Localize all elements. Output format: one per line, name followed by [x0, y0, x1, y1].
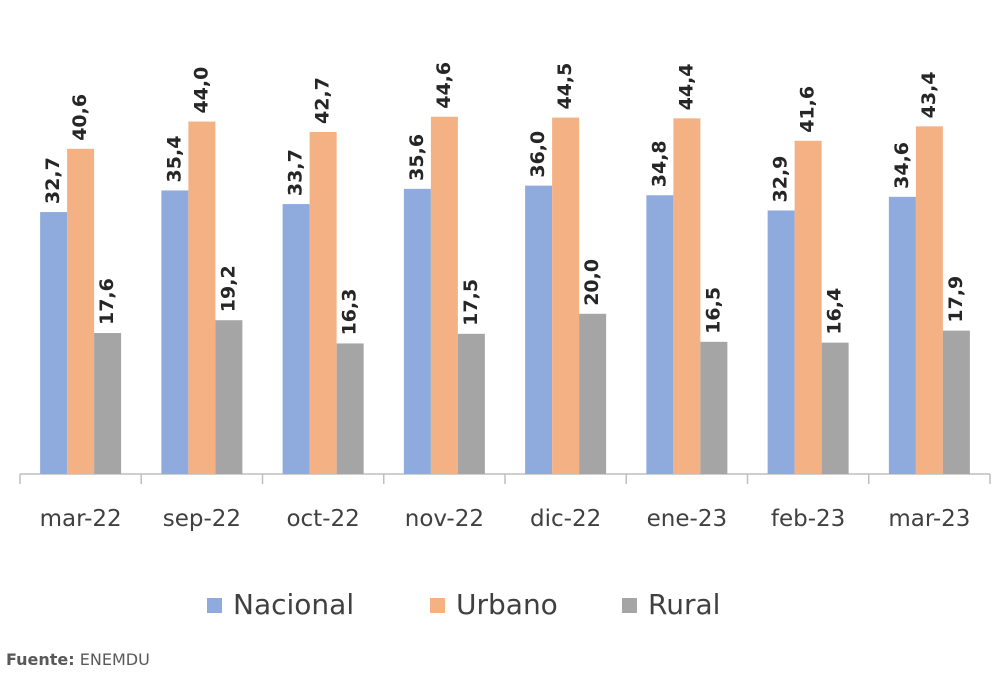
- legend-swatch: [430, 598, 445, 613]
- bar: [161, 190, 189, 475]
- x-tick-label: nov-22: [405, 506, 484, 532]
- x-tick-label: ene-23: [647, 506, 727, 532]
- bar: [525, 185, 553, 474]
- bar: [888, 196, 916, 474]
- value-label: 44,6: [433, 62, 455, 109]
- value-label: 34,8: [648, 140, 670, 187]
- bar: [309, 131, 337, 474]
- value-label: 44,5: [554, 63, 576, 110]
- value-label: 36,0: [527, 131, 549, 178]
- bar: [67, 148, 95, 474]
- x-tick-label: oct-22: [286, 506, 359, 532]
- value-label: 16,4: [824, 288, 846, 335]
- value-label: 44,0: [190, 67, 212, 114]
- legend-swatch: [207, 598, 222, 613]
- value-label: 34,6: [891, 142, 913, 189]
- source: Fuente: ENEMDU: [6, 650, 150, 669]
- legend-swatch: [622, 598, 637, 613]
- bar: [794, 140, 822, 474]
- value-label: 32,9: [770, 156, 792, 203]
- x-tick-label: mar-22: [40, 506, 122, 532]
- legend-label: Urbano: [456, 588, 558, 621]
- value-label: 19,2: [217, 265, 239, 312]
- source-label: Fuente:: [6, 650, 75, 669]
- bar: [646, 195, 674, 474]
- bar: [403, 188, 431, 474]
- bar: [673, 118, 701, 474]
- bar: [430, 116, 458, 474]
- value-label: 32,7: [42, 157, 64, 204]
- value-label: 17,6: [96, 278, 118, 325]
- bar: [336, 343, 364, 474]
- bar: [821, 342, 849, 474]
- value-label: 33,7: [285, 149, 307, 196]
- bar: [552, 117, 580, 475]
- bar: [188, 121, 216, 474]
- value-label: 44,4: [675, 63, 697, 110]
- value-label: 16,3: [339, 289, 361, 336]
- value-label: 20,0: [581, 259, 603, 306]
- bar: [767, 210, 795, 474]
- bar: [915, 126, 943, 474]
- bar: [457, 333, 485, 474]
- bar: [700, 341, 728, 474]
- source-text: ENEMDU: [80, 650, 150, 669]
- value-label: 17,9: [945, 276, 967, 323]
- bar: [579, 313, 607, 474]
- bar: [282, 204, 310, 475]
- x-tick-label: mar-23: [888, 506, 970, 532]
- value-label: 41,6: [797, 86, 819, 133]
- value-label: 17,5: [460, 279, 482, 326]
- bar: [40, 212, 68, 474]
- x-tick-label: dic-22: [530, 506, 601, 532]
- value-label: 35,4: [163, 136, 185, 183]
- value-label: 35,6: [406, 134, 428, 181]
- x-tick-label: sep-22: [163, 506, 241, 532]
- legend-label: Rural: [648, 588, 720, 621]
- bar: [215, 320, 243, 474]
- bar: [94, 333, 122, 474]
- value-label: 16,5: [702, 287, 724, 334]
- x-tick-label: feb-23: [771, 506, 845, 532]
- value-label: 40,6: [69, 94, 91, 141]
- legend-label: Nacional: [233, 588, 354, 621]
- value-label: 42,7: [312, 77, 334, 124]
- value-label: 43,4: [918, 71, 940, 118]
- bar: [942, 330, 970, 474]
